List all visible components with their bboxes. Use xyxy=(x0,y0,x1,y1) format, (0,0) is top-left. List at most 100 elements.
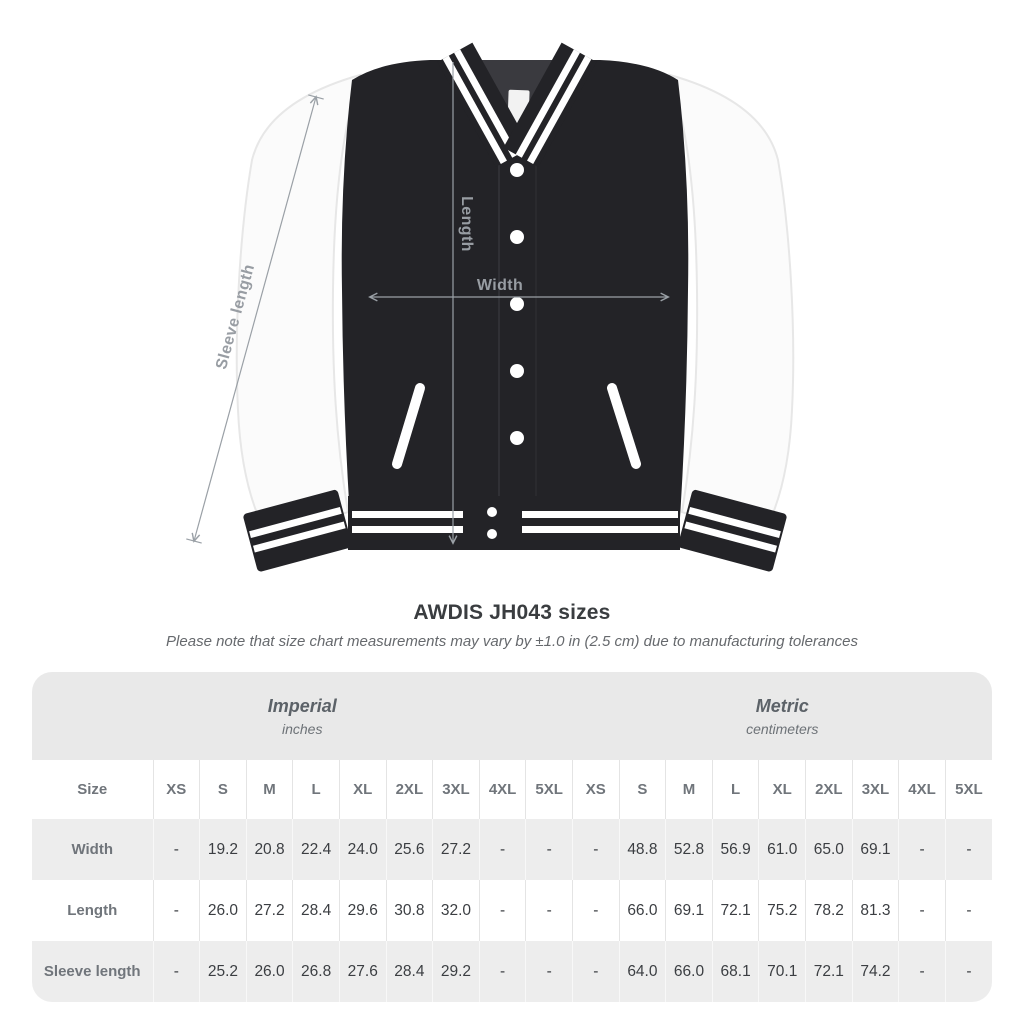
jacket-right-sleeve xyxy=(668,73,795,542)
size-col-header: L xyxy=(711,760,759,819)
size-col-header: 4XL xyxy=(898,760,946,819)
table-cell: 69.1 xyxy=(851,819,899,880)
table-cell: 64.0 xyxy=(618,941,666,1002)
table-cell: 25.6 xyxy=(385,819,433,880)
size-col-header: M xyxy=(245,760,293,819)
size-col-header: 3XL xyxy=(432,760,480,819)
size-col-header: S xyxy=(199,760,247,819)
table-cell: - xyxy=(478,941,526,1002)
table-cell: 25.2 xyxy=(199,941,247,1002)
table-cell: - xyxy=(571,819,620,880)
table-cell: 28.4 xyxy=(292,880,340,941)
table-cell: - xyxy=(898,819,946,880)
metric-group-name: Metric xyxy=(755,695,809,716)
table-cell: 72.1 xyxy=(805,941,853,1002)
table-cell: - xyxy=(898,880,946,941)
size-table-container: Imperial inches Metric centimeters Size … xyxy=(32,672,992,1002)
size-header-row: Size XS S M L XL 2XL 3XL 4XL 5XL XS S M L XL 2XL 3XL 4XL… xyxy=(32,760,992,819)
table-cell: 22.4 xyxy=(292,819,340,880)
table-cell: - xyxy=(525,941,573,1002)
length-annotation-label: Length xyxy=(458,196,475,252)
collar-left xyxy=(437,42,531,167)
size-col-header: XL xyxy=(758,760,806,819)
table-cell: 75.2 xyxy=(758,880,806,941)
row-label: Width xyxy=(32,819,153,880)
table-cell: 19.2 xyxy=(199,819,247,880)
hem-band xyxy=(348,496,680,550)
hem-snap-button xyxy=(487,529,497,539)
table-cell: 20.8 xyxy=(245,819,293,880)
size-column-header: Size xyxy=(32,760,153,819)
imperial-group-name: Imperial xyxy=(267,695,337,716)
hem-snap-button xyxy=(487,507,497,517)
table-cell: 27.2 xyxy=(432,819,480,880)
size-table: Imperial inches Metric centimeters Size … xyxy=(32,672,992,1002)
size-col-header: XS xyxy=(152,760,200,819)
table-cell: 68.1 xyxy=(711,941,759,1002)
sleeve-dimension-tick xyxy=(308,94,324,100)
table-cell: - xyxy=(944,819,992,880)
table-cell: - xyxy=(152,880,200,941)
imperial-group-unit: inches xyxy=(282,720,323,737)
table-cell: - xyxy=(478,880,526,941)
table-cell: 69.1 xyxy=(665,880,713,941)
row-label: Sleeve length xyxy=(32,941,153,1002)
table-cell: 72.1 xyxy=(711,880,759,941)
table-row: Sleeve length -25.2 26.0 26.8 27.6 28.4 29.2- -… xyxy=(32,941,992,1002)
table-cell: 29.6 xyxy=(338,880,387,941)
table-cell: 66.0 xyxy=(665,941,713,1002)
size-col-header: L xyxy=(292,760,340,819)
size-col-header: 5XL xyxy=(944,760,992,819)
table-cell: 27.6 xyxy=(338,941,387,1002)
table-cell: 24.0 xyxy=(338,819,387,880)
sleeve-dimension-line xyxy=(191,95,319,543)
table-cell: - xyxy=(525,880,573,941)
table-cell: - xyxy=(152,819,200,880)
metric-group-unit: centimeters xyxy=(746,720,819,737)
table-cell: 26.0 xyxy=(199,880,247,941)
size-col-header: 2XL xyxy=(805,760,853,819)
table-cell: - xyxy=(152,941,200,1002)
width-annotation-label: Width xyxy=(477,277,523,294)
table-cell: - xyxy=(571,941,620,1002)
tolerance-note: Please note that size chart measurements… xyxy=(166,633,858,650)
size-col-header: 5XL xyxy=(525,760,573,819)
size-col-header: 3XL xyxy=(851,760,899,819)
varsity-jacket-illustration: Width Length Sleeve length xyxy=(186,42,795,572)
row-label: Length xyxy=(32,880,153,941)
table-cell: 26.8 xyxy=(292,941,340,1002)
table-cell: 30.8 xyxy=(385,880,433,941)
table-cell: - xyxy=(525,819,573,880)
page-title: AWDIS JH043 sizes xyxy=(413,601,611,624)
collar-right xyxy=(503,42,597,167)
imperial-group-header: Imperial inches xyxy=(32,672,573,760)
table-cell: 65.0 xyxy=(805,819,853,880)
jacket-figure: Width Length Sleeve length xyxy=(186,42,795,572)
table-row: Width -19.2 20.8 22.4 24.0 25.6 27.2- - -48.8 52.… xyxy=(32,819,992,880)
table-cell: 81.3 xyxy=(851,880,899,941)
size-col-header: 4XL xyxy=(478,760,526,819)
table-cell: 61.0 xyxy=(758,819,806,880)
table-cell: - xyxy=(478,819,526,880)
table-cell: 27.2 xyxy=(245,880,293,941)
size-col-header: 2XL xyxy=(385,760,433,819)
table-cell: - xyxy=(944,941,992,1002)
table-cell: 52.8 xyxy=(665,819,713,880)
table-cell: 70.1 xyxy=(758,941,806,1002)
table-cell: 74.2 xyxy=(851,941,899,1002)
table-cell: 28.4 xyxy=(385,941,433,1002)
sleeve-dimension-tick xyxy=(186,538,202,544)
table-cell: - xyxy=(898,941,946,1002)
size-col-header: XL xyxy=(338,760,387,819)
size-col-header: M xyxy=(665,760,713,819)
table-cell: 56.9 xyxy=(711,819,759,880)
table-cell: 29.2 xyxy=(432,941,480,1002)
unit-group-row: Imperial inches Metric centimeters xyxy=(32,672,992,760)
table-cell: 66.0 xyxy=(618,880,666,941)
size-col-header: S xyxy=(618,760,666,819)
table-cell: 26.0 xyxy=(245,941,293,1002)
size-col-header: XS xyxy=(571,760,620,819)
table-cell: - xyxy=(944,880,992,941)
jacket-left-sleeve xyxy=(235,73,362,542)
